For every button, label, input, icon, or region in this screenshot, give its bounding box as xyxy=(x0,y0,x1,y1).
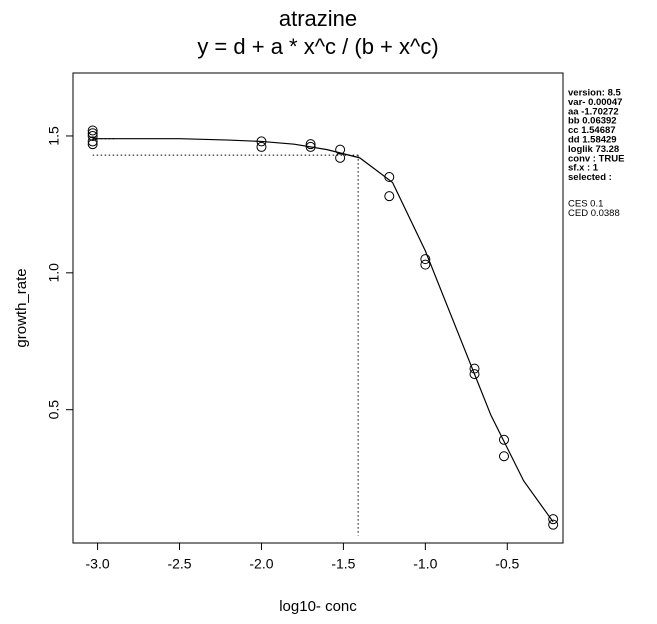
data-point xyxy=(305,141,316,152)
data-point xyxy=(499,434,510,445)
data-point xyxy=(87,139,98,150)
x-tick-label: -1.0 xyxy=(413,556,437,572)
chart-title: atrazine xyxy=(279,6,357,31)
fit-curve xyxy=(92,138,554,523)
fit-info: conv : TRUE xyxy=(568,153,624,164)
fit-info: dd 1.58429 xyxy=(568,135,617,146)
data-point xyxy=(335,152,346,163)
data-point xyxy=(256,141,267,152)
y-tick-label: 1.0 xyxy=(46,263,62,283)
ced-info: CES 0.1 xyxy=(568,199,603,210)
data-point xyxy=(420,259,431,270)
fit-info: sf.x : 1 xyxy=(568,163,599,174)
data-point xyxy=(87,125,98,136)
data-point xyxy=(256,136,267,147)
data-point xyxy=(469,369,480,380)
data-point xyxy=(305,139,316,150)
x-tick-label: -2.0 xyxy=(249,556,273,572)
data-point xyxy=(87,128,98,139)
data-point xyxy=(469,363,480,374)
x-tick-label: -0.5 xyxy=(495,556,519,572)
x-tick-label: -1.5 xyxy=(331,556,355,572)
fit-info: aa -1.70272 xyxy=(568,106,619,117)
chart-subtitle: y = d + a * x^c / (b + x^c) xyxy=(197,34,438,59)
data-point xyxy=(384,172,395,183)
ced-info: CED 0.0388 xyxy=(568,208,620,219)
y-tick-label: 1.5 xyxy=(46,126,62,146)
y-axis-label: growth_rate xyxy=(13,268,30,347)
data-point xyxy=(87,130,98,141)
fit-info: selected : xyxy=(568,172,612,183)
data-point xyxy=(499,451,510,462)
plot-frame xyxy=(72,72,564,544)
data-point xyxy=(548,514,559,525)
data-point xyxy=(335,144,346,155)
fit-info: var- 0.00047 xyxy=(568,97,622,108)
fit-info: version: 8.5 xyxy=(568,88,622,99)
data-point xyxy=(548,519,559,530)
x-tick-label: -3.0 xyxy=(86,556,110,572)
fit-info: loglik 73.28 xyxy=(568,144,619,155)
x-axis-label: log10- conc xyxy=(279,598,357,615)
y-tick-label: 0.5 xyxy=(46,400,62,420)
data-point xyxy=(384,191,395,202)
x-tick-label: -2.5 xyxy=(167,556,191,572)
data-point xyxy=(87,136,98,147)
data-point xyxy=(420,254,431,265)
fit-info: cc 1.54687 xyxy=(568,125,616,136)
fit-info: bb 0.06392 xyxy=(568,116,617,127)
